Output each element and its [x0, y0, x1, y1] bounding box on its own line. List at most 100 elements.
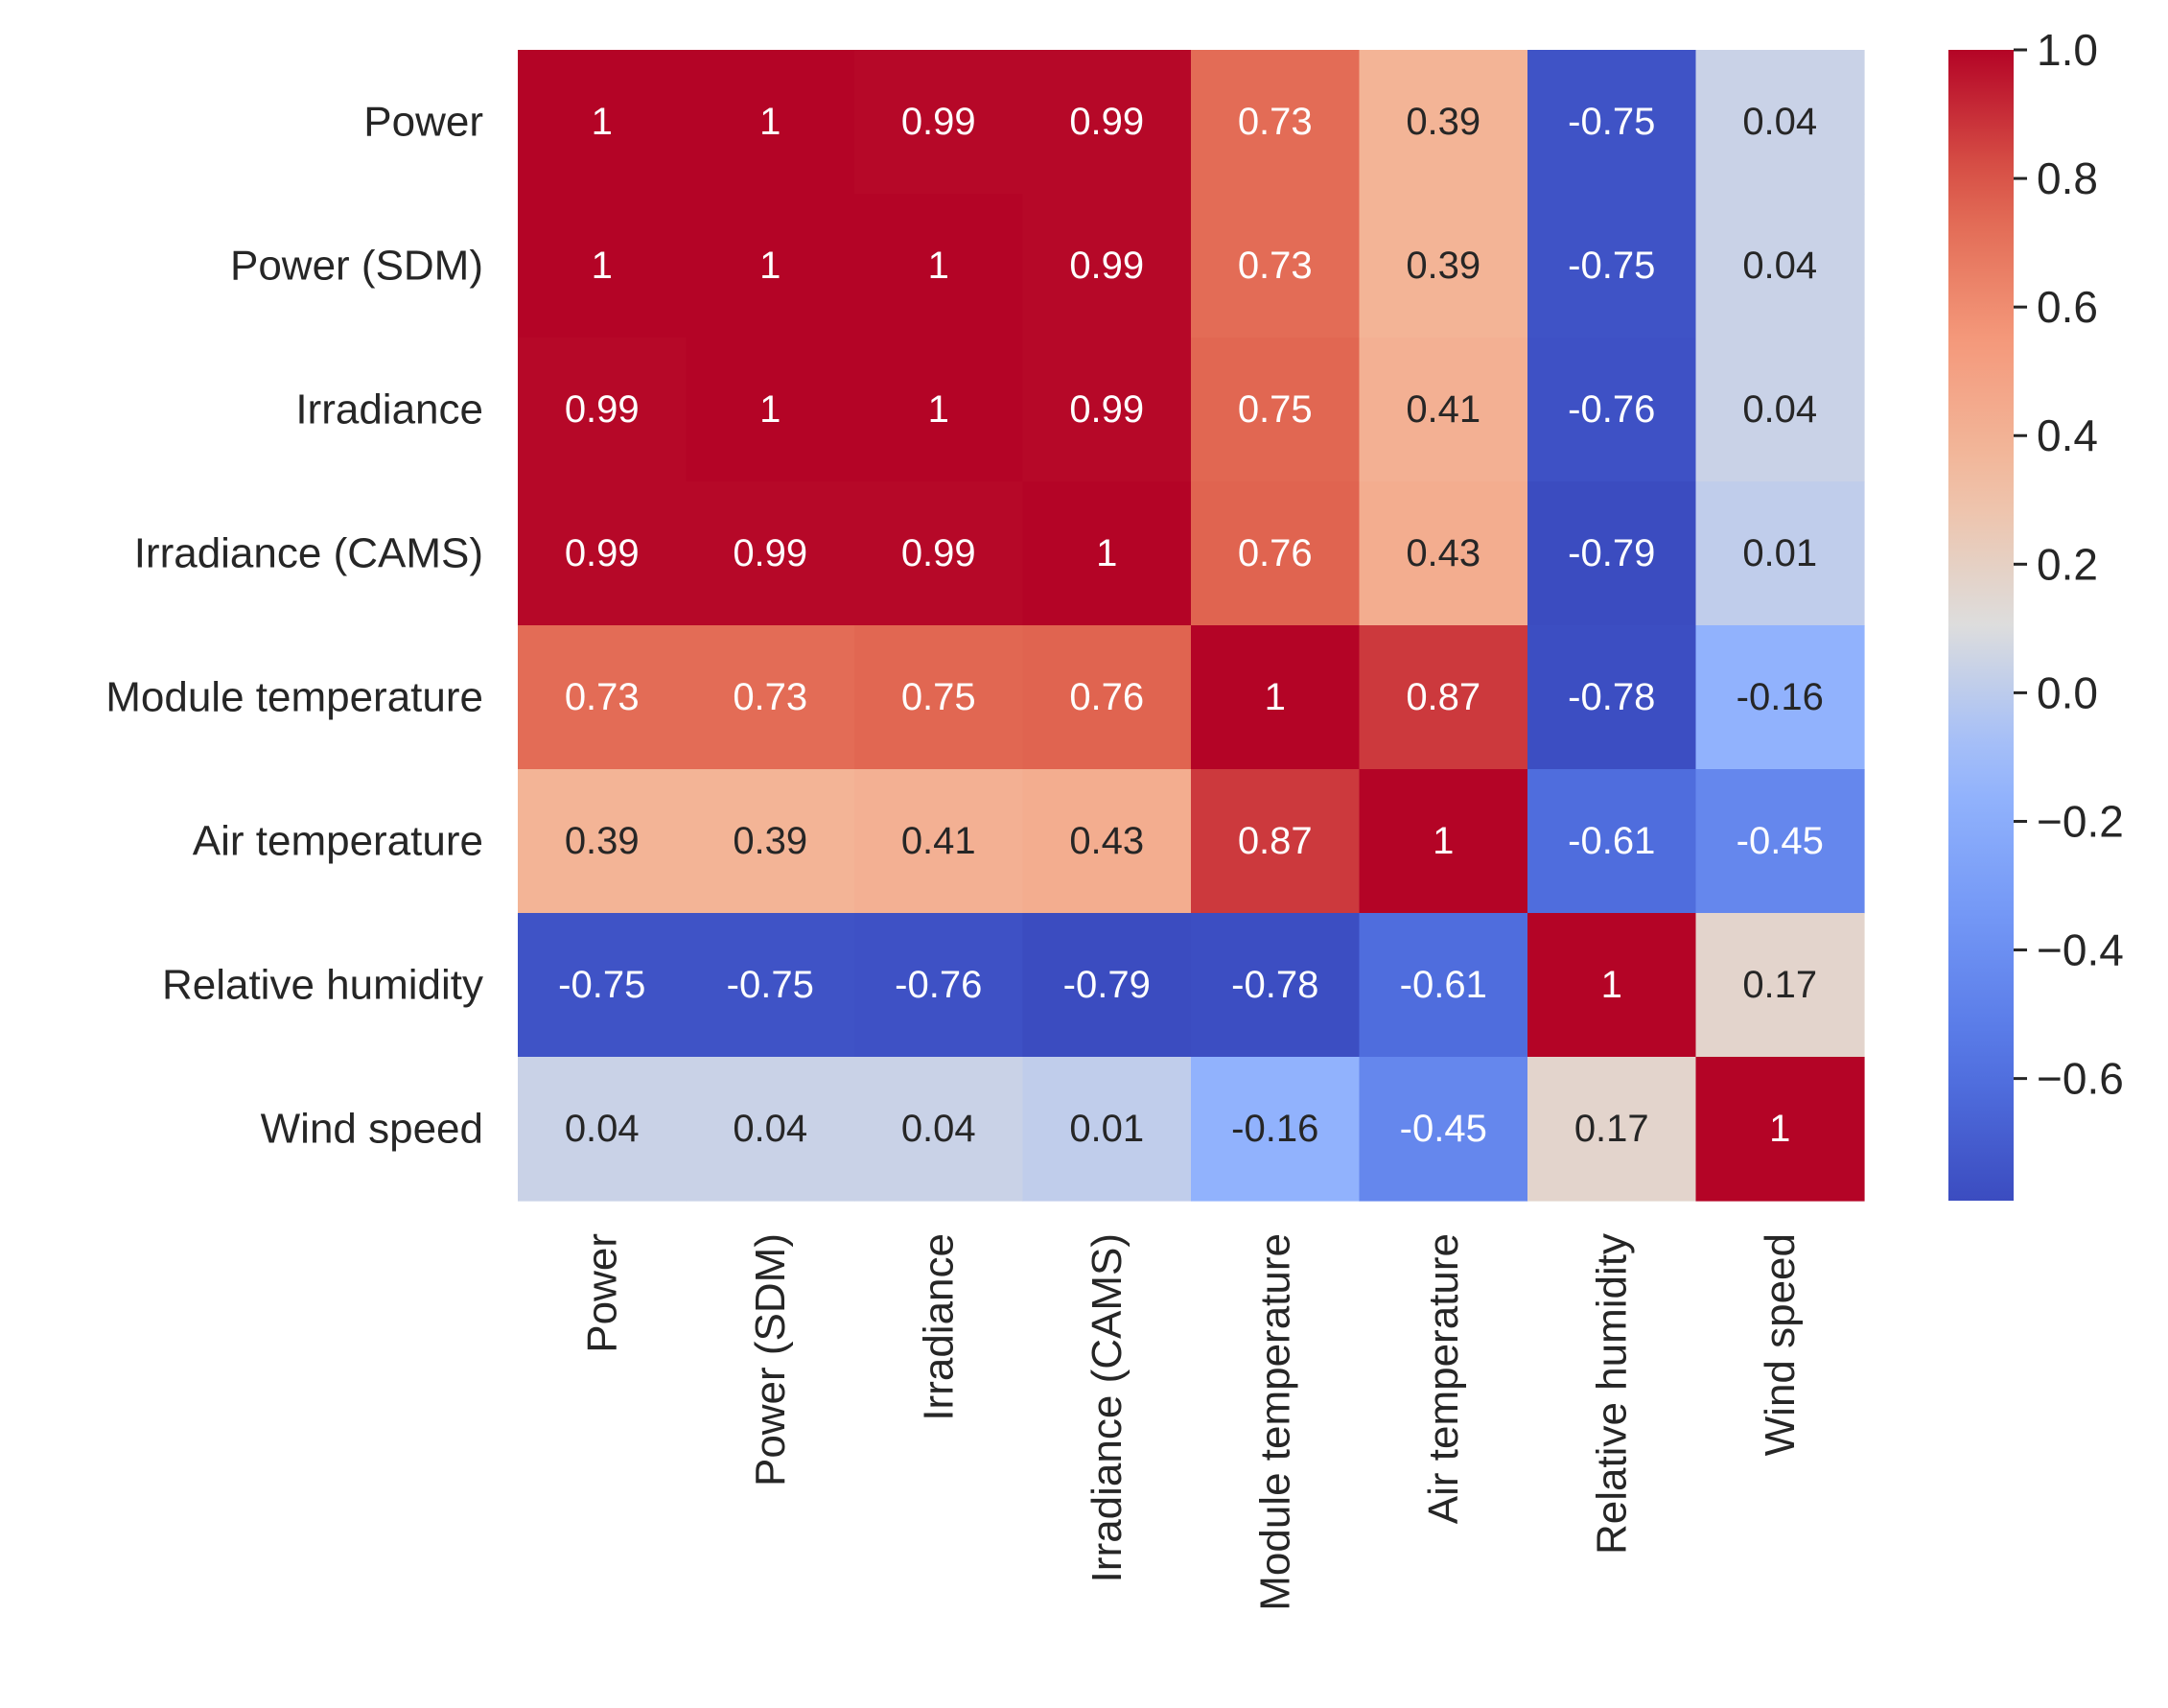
heatmap-annotations: 1 1 0.99 0.99 0.73 0.39 -0.75 0.04 1 1 1 0.99 0.73 0.…	[558, 101, 1824, 1150]
cell-value-label: -0.78	[1568, 676, 1655, 718]
heatmap-cell-irradiance-cams-irradiance	[854, 481, 1024, 626]
cell-value-label: -0.45	[1400, 1108, 1487, 1150]
cell-value-label: -0.61	[1568, 820, 1655, 862]
x-tick-label-power-sdm: Power (SDM)	[747, 1233, 794, 1486]
heatmap-cell-air-temperature-air-temperature	[1359, 769, 1528, 914]
cell-value-label: 1	[1769, 1108, 1790, 1150]
heatmap-cell-relative-humidity-power-sdm	[686, 913, 855, 1058]
heatmap-cell-power-sdm-irradiance-cams	[1022, 194, 1192, 339]
cell-value-label: 0.17	[1574, 1108, 1649, 1150]
heatmap-cell-air-temperature-wind-speed	[1695, 769, 1865, 914]
heatmap-cell-wind-speed-module-temperature	[1191, 1057, 1361, 1202]
cell-value-label: 0.39	[1406, 101, 1480, 143]
cell-value-label: 0.87	[1238, 820, 1313, 862]
heatmap-cell-power-wind-speed	[1695, 50, 1865, 195]
cell-value-label: 0.75	[901, 676, 976, 718]
cell-value-label: 0.76	[1238, 532, 1313, 574]
heatmap-cell-relative-humidity-irradiance	[854, 913, 1024, 1058]
cell-value-label: -0.45	[1737, 820, 1824, 862]
heatmap-cell-power-sdm-power	[518, 194, 688, 339]
cell-value-label: 0.99	[565, 388, 640, 431]
cell-value-label: -0.78	[1231, 964, 1318, 1006]
cell-value-label: 1	[1601, 964, 1622, 1006]
heatmap-cell-air-temperature-power-sdm	[686, 769, 855, 914]
y-tick-label-irradiance: Irradiance	[295, 386, 483, 433]
colorbar-gradient	[1948, 50, 2014, 1201]
x-axis-tick-labels: Power Power (SDM) Irradiance Irradiance (CA…	[578, 1233, 1804, 1611]
cell-value-label: -0.16	[1231, 1108, 1318, 1150]
cell-value-label: 0.75	[1238, 388, 1313, 431]
heatmap-cell-air-temperature-irradiance-cams	[1022, 769, 1192, 914]
cell-value-label: 0.99	[733, 532, 807, 574]
cell-value-label: 1	[1096, 532, 1117, 574]
heatmap-cell-module-temperature-wind-speed	[1695, 625, 1865, 770]
y-tick-label-air-temperature: Air temperature	[193, 818, 483, 865]
cell-value-label: -0.76	[895, 964, 982, 1006]
x-tick-label-relative-humidity: Relative humidity	[1588, 1233, 1635, 1555]
heatmap-cell-power-sdm-power-sdm	[686, 194, 855, 339]
heatmap-cell-irradiance-power-sdm	[686, 338, 855, 482]
cell-value-label: 0.99	[901, 101, 976, 143]
cell-value-label: -0.75	[558, 964, 645, 1006]
heatmap-cell-irradiance-relative-humidity	[1527, 338, 1697, 482]
cell-value-label: 0.39	[565, 820, 640, 862]
cell-value-label: 0.04	[1742, 388, 1817, 431]
heatmap-cell-power-sdm-irradiance	[854, 194, 1024, 339]
cell-value-label: 0.99	[901, 532, 976, 574]
colorbar-tick-label: 1.0	[2037, 25, 2098, 75]
heatmap-cell-wind-speed-power	[518, 1057, 688, 1202]
cell-value-label: 0.04	[901, 1108, 976, 1150]
cell-value-label: -0.79	[1063, 964, 1151, 1006]
cell-value-label: -0.75	[1568, 101, 1655, 143]
colorbar-tick-label: −0.2	[2037, 796, 2124, 846]
cell-value-label: 1	[759, 388, 781, 431]
heatmap-cell-irradiance-cams-air-temperature	[1359, 481, 1528, 626]
cell-value-label: 0.41	[1406, 388, 1480, 431]
y-axis-tick-labels: Power Power (SDM) Irradiance Irradiance (CA…	[105, 99, 483, 1153]
x-tick-label-irradiance: Irradiance	[915, 1233, 962, 1421]
cell-value-label: 0.99	[565, 532, 640, 574]
cell-value-label: 0.99	[1069, 245, 1144, 287]
heatmap-cell-wind-speed-wind-speed	[1695, 1057, 1865, 1202]
x-tick-label-module-temperature: Module temperature	[1251, 1233, 1298, 1611]
heatmap-cell-air-temperature-relative-humidity	[1527, 769, 1697, 914]
cell-value-label: 0.99	[1069, 101, 1144, 143]
cell-value-label: 1	[592, 101, 613, 143]
y-tick-label-irradiance-cams: Irradiance (CAMS)	[134, 530, 483, 577]
colorbar-tick-label: 0.6	[2037, 282, 2098, 332]
cell-value-label: -0.16	[1737, 676, 1824, 718]
heatmap-cells	[518, 50, 1865, 1202]
heatmap-cell-wind-speed-power-sdm	[686, 1057, 855, 1202]
heatmap-cell-power-irradiance	[854, 50, 1024, 195]
cell-value-label: 0.04	[733, 1108, 807, 1150]
heatmap-cell-power-power	[518, 50, 688, 195]
heatmap-cell-power-irradiance-cams	[1022, 50, 1192, 195]
cell-value-label: 1	[928, 245, 949, 287]
heatmap-cell-relative-humidity-air-temperature	[1359, 913, 1528, 1058]
cell-value-label: 1	[759, 101, 781, 143]
heatmap-cell-irradiance-cams-wind-speed	[1695, 481, 1865, 626]
cell-value-label: 0.04	[1742, 245, 1817, 287]
cell-value-label: 0.01	[1069, 1108, 1144, 1150]
heatmap-cell-air-temperature-module-temperature	[1191, 769, 1361, 914]
heatmap-cell-module-temperature-irradiance-cams	[1022, 625, 1192, 770]
x-tick-label-power: Power	[578, 1233, 625, 1353]
cell-value-label: -0.79	[1568, 532, 1655, 574]
heatmap-cell-power-air-temperature	[1359, 50, 1528, 195]
cell-value-label: 0.39	[733, 820, 807, 862]
heatmap-cell-irradiance-irradiance-cams	[1022, 338, 1192, 482]
colorbar-tick-label: 0.8	[2037, 153, 2098, 203]
y-tick-label-power: Power	[363, 99, 483, 146]
heatmap-cell-irradiance-air-temperature	[1359, 338, 1528, 482]
heatmap-cell-air-temperature-power	[518, 769, 688, 914]
heatmap-cell-wind-speed-air-temperature	[1359, 1057, 1528, 1202]
cell-value-label: 0.73	[565, 676, 640, 718]
heatmap-cell-module-temperature-power-sdm	[686, 625, 855, 770]
y-tick-label-wind-speed: Wind speed	[261, 1106, 483, 1153]
heatmap-cell-power-module-temperature	[1191, 50, 1361, 195]
heatmap-cell-power-relative-humidity	[1527, 50, 1697, 195]
y-tick-label-power-sdm: Power (SDM)	[230, 243, 483, 290]
heatmap-cell-power-sdm-wind-speed	[1695, 194, 1865, 339]
cell-value-label: 1	[1433, 820, 1454, 862]
